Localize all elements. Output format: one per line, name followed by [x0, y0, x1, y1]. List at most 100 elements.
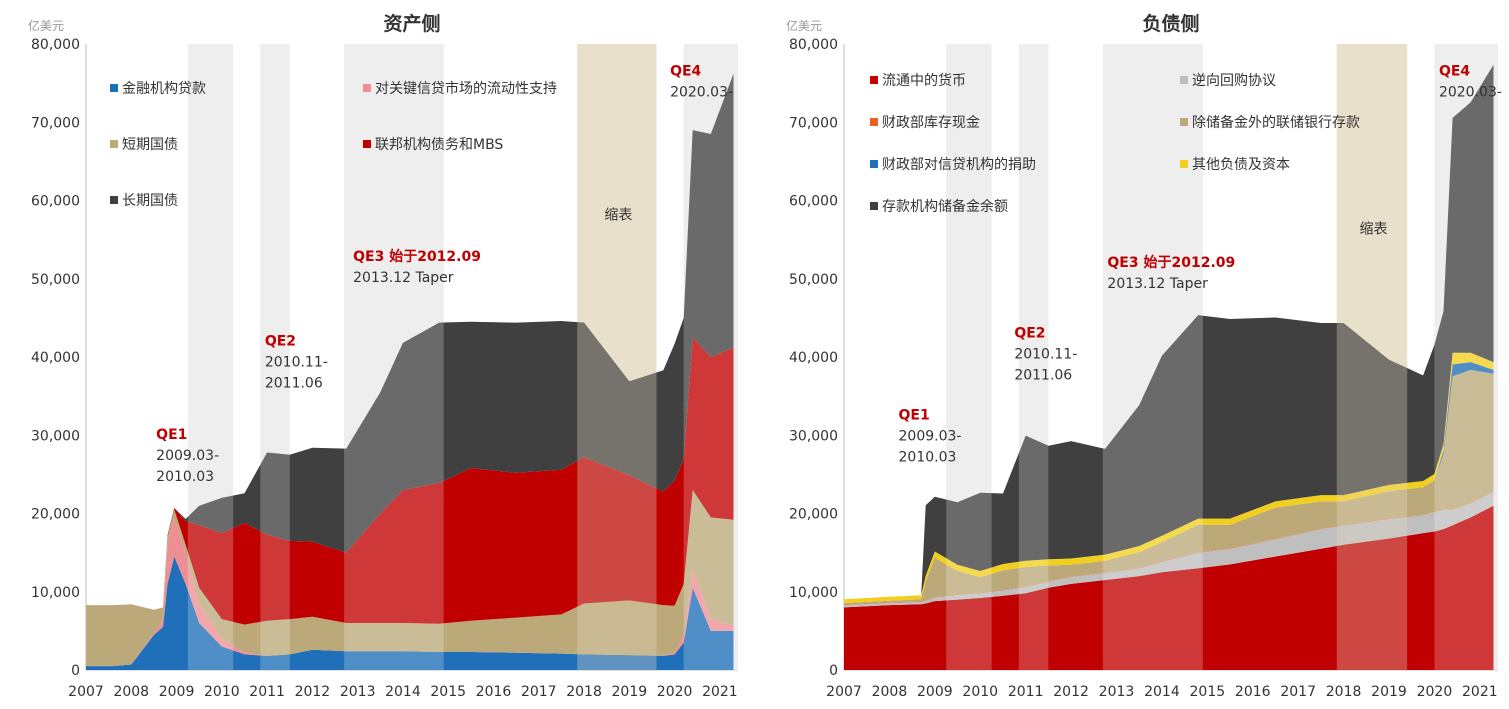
x-tick-label: 2021 [702, 684, 738, 700]
annotation-text: 2010.11- [1014, 346, 1077, 362]
legend-label: 其他负债及资本 [1192, 157, 1290, 173]
y-tick-label: 10,000 [31, 585, 80, 601]
shaded-overlay-QE4 [683, 44, 738, 670]
x-tick-label: 2016 [476, 684, 512, 700]
legend-swatch [363, 84, 371, 92]
legend-swatch [363, 140, 371, 148]
shaded-overlay-QE3 [1102, 44, 1203, 670]
legend-label: 联邦机构债务和MBS [375, 137, 503, 153]
legend-label: 财政部库存现金 [882, 115, 980, 131]
shaded-overlay-QE2 [260, 44, 290, 670]
x-tick-label: 2010 [204, 684, 240, 700]
y-tick-label: 0 [829, 663, 838, 679]
area-series-3 [86, 337, 734, 625]
chart-title: 负债侧 [1142, 12, 1199, 35]
annotation-text: QE1 [899, 408, 930, 424]
liability-side-chart: 负债侧 亿美元 0 10,000 20,000 30,000 40,000 50,000 60,… [786, 12, 1502, 700]
x-tick-label: 2012 [1053, 684, 1089, 700]
y-tick-label: 10,000 [789, 585, 838, 601]
x-tick-label: 2019 [1371, 684, 1407, 700]
legend-label: 财政部对信贷机构的捐助 [882, 157, 1036, 173]
legend-swatch [870, 202, 878, 210]
annotation-text: 2009.03- [156, 448, 219, 464]
shaded-overlay-QE4 [1434, 44, 1498, 670]
y-unit-label: 亿美元 [28, 18, 64, 33]
legend-label: 存款机构储备金余额 [882, 198, 1008, 215]
legend-label: 流通中的货币 [882, 72, 966, 89]
legend-swatch [110, 140, 118, 148]
legend-swatch [870, 160, 878, 168]
legend-swatch [1180, 118, 1188, 126]
annotation-text: QE4 [670, 63, 701, 79]
y-unit-label: 亿美元 [786, 18, 822, 33]
annotation-text: 2013.12 Taper [353, 270, 454, 286]
legend-swatch [110, 84, 118, 92]
annotation-text: QE4 [1439, 63, 1470, 79]
x-tick-label: 2020 [1417, 684, 1453, 700]
legend-swatch [870, 76, 878, 84]
annotation-text: 2013.12 Taper [1107, 276, 1208, 292]
annotation-text: 缩表 [604, 207, 632, 223]
x-tick-label: 2008 [113, 684, 149, 700]
shaded-overlay-缩表 [1336, 44, 1408, 670]
area-series-4 [86, 73, 734, 610]
y-tick-label: 70,000 [789, 115, 838, 131]
shaded-overlay-QE1 [187, 44, 234, 670]
annotation-text: 2010.03 [156, 469, 214, 485]
x-tick-label: 2017 [521, 684, 557, 700]
area-series-0 [844, 505, 1494, 670]
legend-swatch [870, 118, 878, 126]
x-tick-label: 2011 [1008, 684, 1044, 700]
annotation-text: 2009.03- [899, 429, 962, 445]
shaded-overlay-QE1 [946, 44, 992, 670]
annotation-text: 2020.03- [1439, 84, 1502, 100]
y-tick-label: 20,000 [789, 507, 838, 523]
x-tick-label: 2017 [1280, 684, 1316, 700]
annotation-text: QE2 [265, 333, 296, 349]
annotation-text: 2011.06 [1014, 367, 1072, 383]
y-tick-label: 0 [71, 663, 80, 679]
annotation-text: 2010.11- [265, 354, 328, 370]
x-tick-label: 2018 [1326, 684, 1362, 700]
shaded-overlay-QE3 [344, 44, 444, 670]
x-tick-label: 2020 [657, 684, 693, 700]
asset-side-chart: 资产侧 亿美元 0 10,000 20,000 30,000 40,000 50,000 60,… [28, 12, 738, 700]
chart-title: 资产侧 [383, 12, 440, 35]
legend-swatch [110, 196, 118, 204]
annotation-text: 2020.03- [670, 84, 733, 100]
legend-label: 金融机构贷款 [122, 81, 206, 97]
annotation-text: 2011.06 [265, 375, 323, 391]
area-series-3 [844, 369, 1494, 605]
legend-label: 长期国债 [122, 193, 178, 209]
y-tick-label: 30,000 [789, 428, 838, 444]
x-tick-label: 2009 [917, 684, 953, 700]
annotation-text: QE1 [156, 427, 187, 443]
y-tick-label: 50,000 [789, 272, 838, 288]
area-series-2 [86, 490, 734, 667]
x-tick-label: 2009 [159, 684, 195, 700]
x-tick-label: 2007 [68, 684, 104, 700]
x-tick-label: 2021 [1462, 684, 1498, 700]
y-tick-label: 70,000 [31, 115, 80, 131]
x-tick-label: 2014 [385, 684, 421, 700]
x-tick-label: 2016 [1235, 684, 1271, 700]
area-series-0 [86, 556, 734, 670]
x-tick-label: 2011 [249, 684, 285, 700]
legend-label: 对关键信贷市场的流动性支持 [375, 80, 557, 97]
x-tick-label: 2007 [826, 684, 862, 700]
x-tick-label: 2015 [1190, 684, 1226, 700]
annotation-text: QE3 始于2012.09 [1107, 254, 1235, 271]
annotation-text: QE3 始于2012.09 [353, 248, 481, 265]
area-series-6 [844, 64, 1494, 600]
legend-swatch [1180, 160, 1188, 168]
y-tick-label: 40,000 [31, 350, 80, 366]
x-tick-label: 2019 [612, 684, 648, 700]
y-tick-label: 60,000 [31, 194, 80, 210]
x-tick-label: 2008 [872, 684, 908, 700]
x-tick-label: 2014 [1144, 684, 1180, 700]
x-tick-label: 2013 [1099, 684, 1135, 700]
x-tick-label: 2015 [430, 684, 466, 700]
y-tick-label: 30,000 [31, 428, 80, 444]
legend-label: 除储备金外的联储银行存款 [1192, 114, 1360, 131]
annotation-text: 2010.03 [899, 450, 957, 466]
